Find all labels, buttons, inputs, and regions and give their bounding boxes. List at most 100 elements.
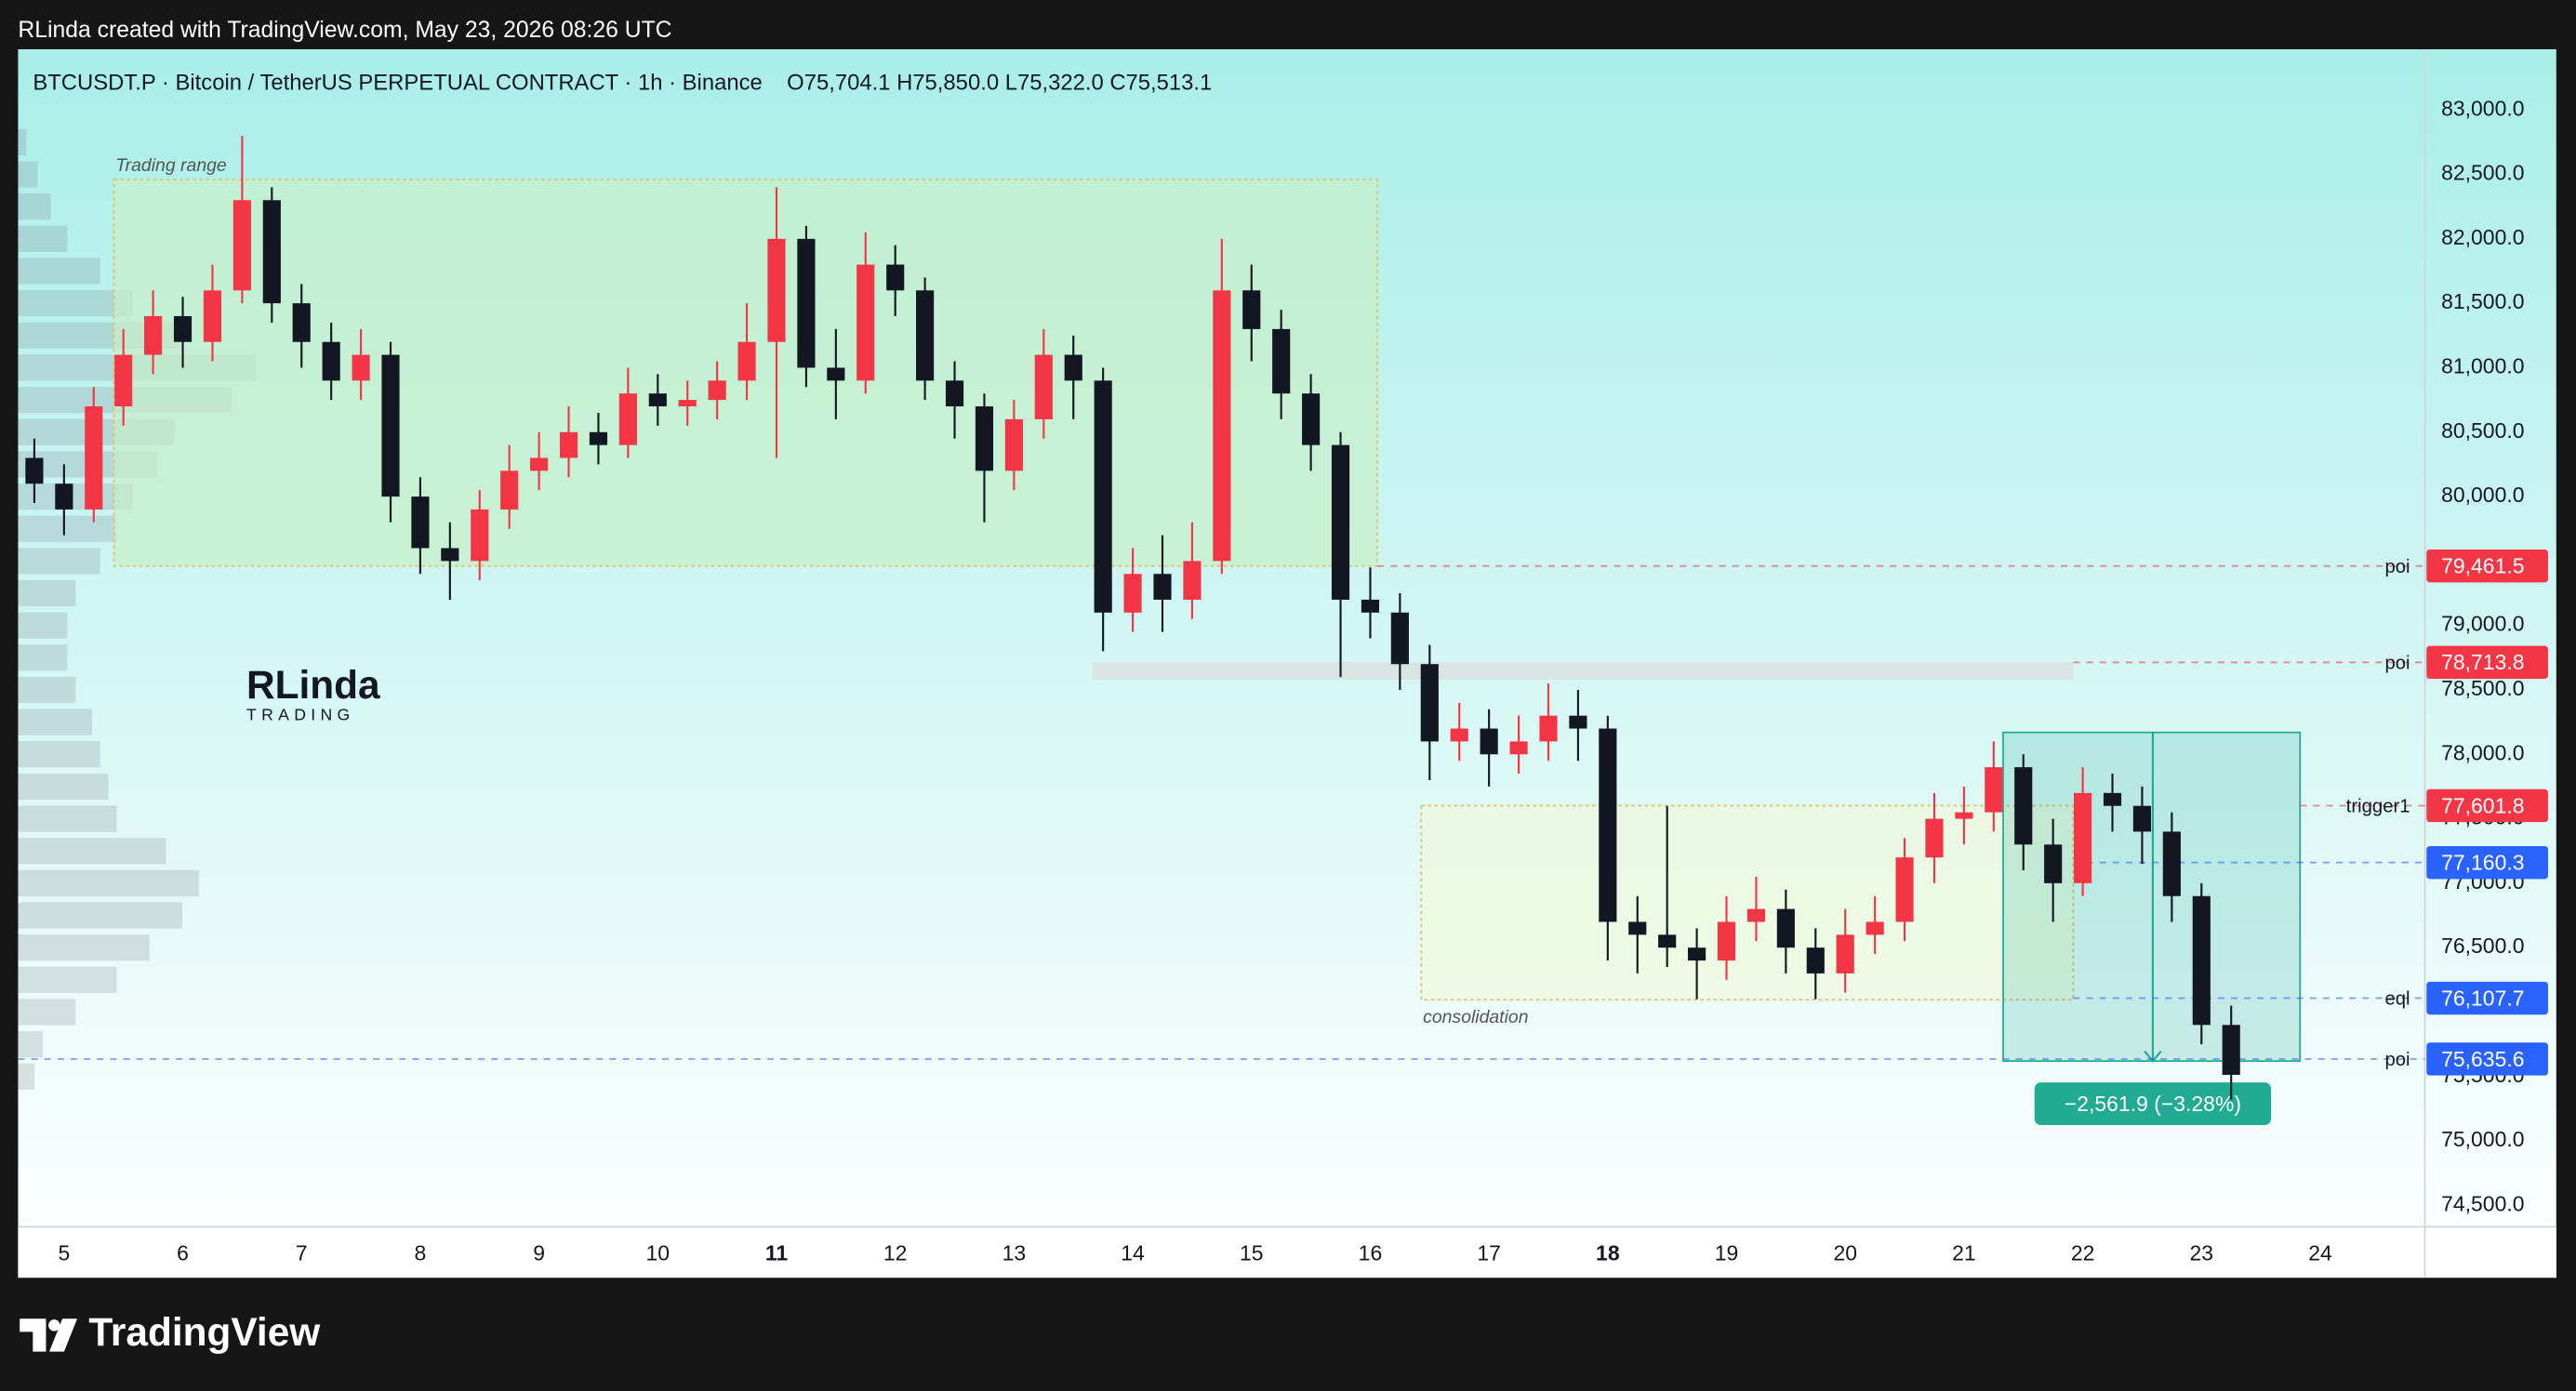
attribution: RLinda created with TradingView.com, May… [18, 18, 671, 43]
candle-body [1272, 328, 1291, 394]
candle-body [1628, 921, 1647, 935]
measure-label: −2,561.9 (−3.28%) [2065, 1092, 2241, 1116]
x-tick-label: 9 [533, 1240, 545, 1265]
level-label: trigger1 [2346, 797, 2410, 817]
candle-body [1895, 857, 1914, 922]
x-tick-label: 16 [1359, 1240, 1383, 1265]
candle-body [381, 354, 400, 497]
candle-body [1302, 393, 1321, 445]
candle-body [2044, 844, 2063, 883]
candle-body [1776, 908, 1795, 948]
candle-body [411, 497, 430, 549]
candle-body [322, 341, 340, 381]
volume-profile-bar [18, 966, 117, 993]
y-tick-label: 82,000.0 [2441, 225, 2524, 249]
volume-profile-bar [18, 676, 76, 704]
symbol-title: BTCUSDT.P · Bitcoin / TetherUS PERPETUAL… [33, 70, 762, 95]
candle-body [85, 406, 103, 510]
price-tag-label: 78,713.8 [2441, 650, 2524, 674]
x-tick-label: 10 [646, 1240, 671, 1265]
logo-icon [20, 1318, 46, 1352]
candle-body [975, 406, 994, 471]
volume-profile-bar [18, 902, 183, 929]
volume-profile-bar [18, 773, 109, 801]
price-tag-label: 76,107.7 [2441, 986, 2524, 1010]
price-tag-label: 77,601.8 [2441, 793, 2524, 817]
volume-profile-bar [18, 838, 166, 865]
candle-body [441, 548, 459, 562]
volume-profile-bar [18, 515, 117, 542]
price-tag-label: 79,461.5 [2441, 554, 2524, 578]
candle-body [1034, 354, 1053, 419]
candle-body [292, 303, 311, 342]
x-tick-label: 13 [1003, 1240, 1027, 1265]
volume-profile-bar [18, 999, 76, 1026]
volume-profile-bar [18, 1030, 43, 1058]
y-tick-label: 75,000.0 [2441, 1127, 2524, 1151]
candle-body [173, 316, 193, 342]
y-tick-label: 80,500.0 [2441, 418, 2524, 443]
x-tick-label: 21 [1952, 1240, 1976, 1265]
candle-body [232, 200, 251, 291]
x-tick-label: 17 [1477, 1240, 1501, 1265]
price-tag [2426, 550, 2548, 583]
x-tick-label: 22 [2071, 1240, 2095, 1265]
volume-profile-bar [18, 644, 68, 671]
candle-body [1866, 921, 1884, 935]
candle-body [203, 290, 222, 342]
zone-label: Trading range [115, 155, 227, 176]
candle-body [827, 367, 845, 381]
candle-body [1539, 715, 1558, 742]
candle-body [1925, 818, 1944, 858]
x-tick-label: 7 [296, 1240, 308, 1265]
price-tag [2426, 788, 2548, 823]
candle-body [1806, 947, 1825, 974]
candle-body [1420, 664, 1439, 742]
candle-body [1361, 599, 1380, 613]
candle-body [2132, 805, 2152, 832]
logo-icon [48, 1318, 78, 1352]
price-tag-label: 77,160.3 [2441, 850, 2524, 874]
x-tick-label: 20 [1833, 1240, 1857, 1265]
price-tag-label: 75,635.6 [2441, 1047, 2524, 1071]
logo-icon [48, 1319, 60, 1331]
candle-body [1658, 934, 1677, 948]
candle-body [886, 264, 905, 291]
zone [1092, 662, 2074, 680]
zone-label: consolidation [1423, 1007, 1528, 1027]
candle-body [1717, 921, 1736, 961]
price-tag [2426, 981, 2548, 1015]
volume-profile-bar [18, 258, 100, 285]
x-tick-label: 5 [58, 1240, 70, 1265]
logo-top: RLinda [246, 663, 380, 707]
level-label: poi [2384, 653, 2410, 673]
candle-body [144, 316, 163, 355]
candle-body [1955, 812, 1973, 819]
candle-body [589, 431, 608, 445]
measure-arrow-head [2144, 1050, 2162, 1063]
candle-body [1836, 934, 1854, 974]
price-tag [2426, 1042, 2548, 1076]
level-label: eql [2384, 989, 2410, 1010]
candle-body [945, 380, 964, 407]
candle-body [471, 509, 489, 562]
y-tick-label: 74,500.0 [2441, 1191, 2524, 1215]
y-tick-label: 79,000.0 [2441, 612, 2524, 636]
candle-body [678, 400, 697, 407]
candle-body [114, 354, 133, 407]
candle-body [25, 457, 44, 484]
candle-body [1094, 380, 1112, 613]
candle-body [262, 200, 281, 304]
volume-profile-bar [18, 128, 27, 156]
candle-body [797, 238, 816, 368]
candle-body [737, 341, 756, 381]
candle-body [2162, 831, 2181, 896]
candle-body [1331, 444, 1350, 600]
candle-body [2103, 792, 2122, 806]
x-tick-label: 11 [765, 1240, 789, 1265]
y-tick-label: 80,000.0 [2441, 483, 2524, 507]
logo-bottom: TRADING [246, 706, 355, 724]
candle-body [1153, 574, 1172, 600]
